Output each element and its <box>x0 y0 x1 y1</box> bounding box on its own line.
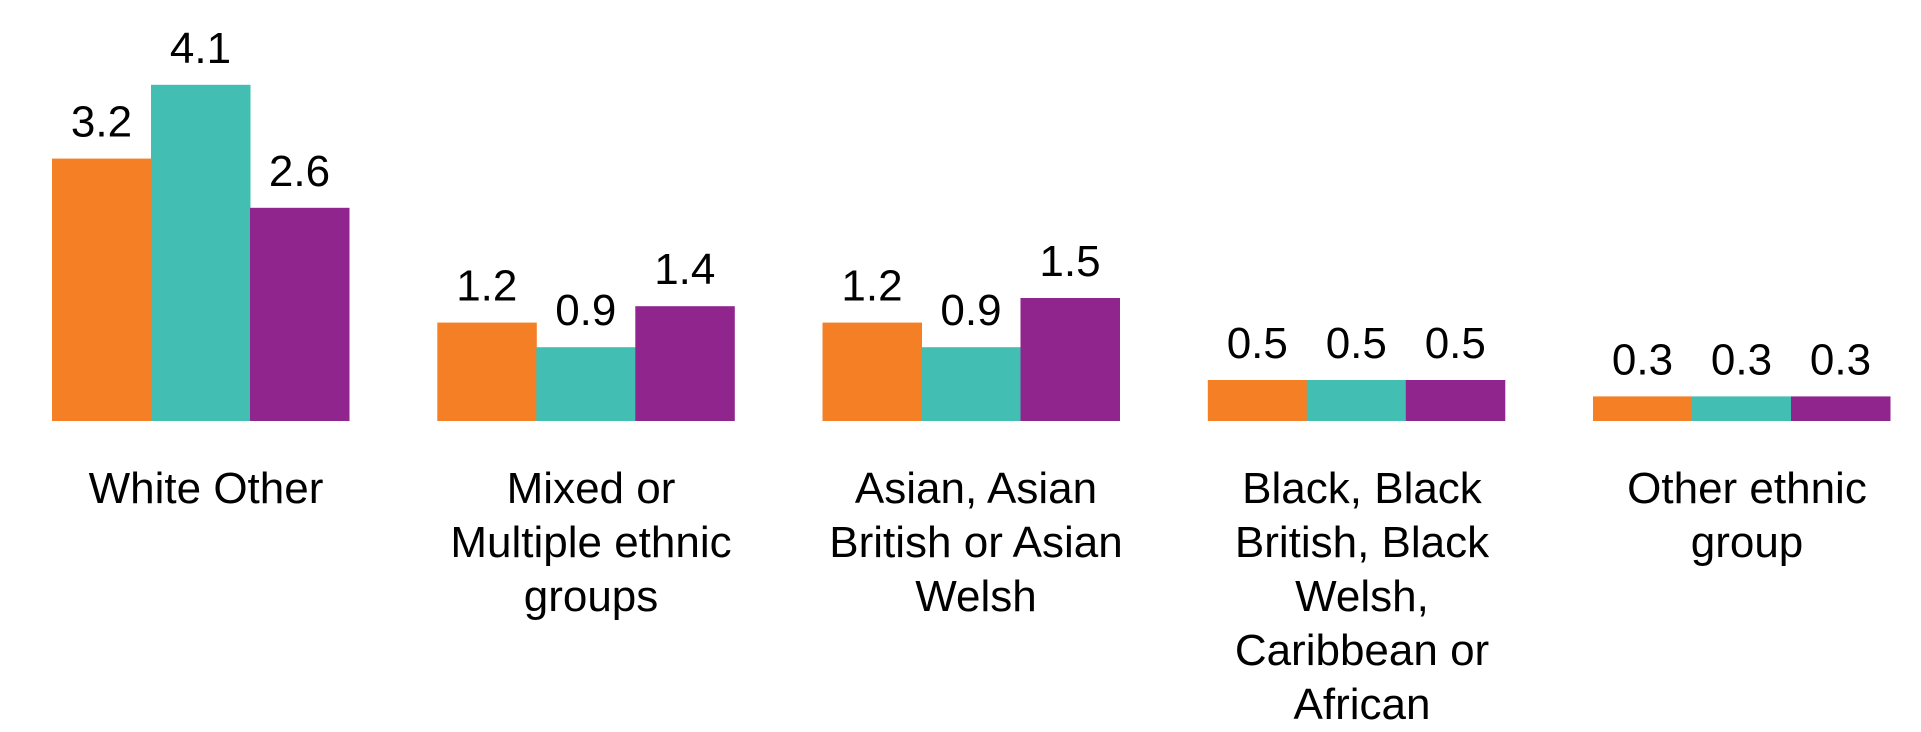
bar-series-1-0 <box>52 158 152 421</box>
data-label-series-2-4: 0.3 <box>1711 335 1772 384</box>
data-label-series-3-0: 2.6 <box>269 147 330 196</box>
data-label-series-3-4: 0.3 <box>1810 335 1871 384</box>
data-label-series-2-2: 0.9 <box>940 286 1001 335</box>
category-label-line: White Other <box>88 464 324 513</box>
category-label-line: Asian, Asian <box>854 464 1098 513</box>
data-label-series-1-0: 3.2 <box>71 98 132 147</box>
bar-series-2-3 <box>1306 380 1407 421</box>
category-label-line: British or Asian <box>829 518 1123 567</box>
category-label-mixed: Mixed or Multiple ethnic groups <box>426 462 756 624</box>
category-label-black: Black, Black British, Black Welsh, Carib… <box>1197 462 1527 732</box>
category-label-line: group <box>1690 518 1804 567</box>
category-label-line: Multiple ethnic <box>450 518 732 567</box>
bar-series-3-1 <box>635 306 735 421</box>
data-label-series-2-1: 0.9 <box>555 286 616 335</box>
category-label-line: Mixed or <box>506 464 676 513</box>
category-label-asian: Asian, Asian British or Asian Welsh <box>811 462 1141 624</box>
bar-series-2-4 <box>1692 396 1792 421</box>
data-label-series-1-2: 1.2 <box>841 262 902 311</box>
category-label-line: British, Black <box>1234 518 1490 567</box>
data-label-series-1-1: 1.2 <box>456 262 517 311</box>
category-label-line: groups <box>523 572 659 621</box>
bar-series-3-0 <box>250 207 350 421</box>
data-label-series-3-2: 1.5 <box>1039 237 1100 286</box>
data-label-series-3-1: 1.4 <box>654 245 715 294</box>
category-label-line: Welsh <box>915 572 1037 621</box>
category-label-white-other: White Other <box>41 462 371 516</box>
category-label-other: Other ethnic group <box>1582 462 1912 570</box>
bar-series-1-1 <box>437 322 537 421</box>
bar-series-3-3 <box>1405 380 1506 421</box>
category-label-line: Black, Black <box>1242 464 1482 513</box>
bar-series-2-1 <box>536 347 636 421</box>
bar-series-1-3 <box>1207 380 1308 421</box>
bar-series-1-4 <box>1593 396 1693 421</box>
category-label-line: Welsh, <box>1295 572 1429 621</box>
category-label-line: African <box>1293 680 1431 729</box>
bar-series-3-4 <box>1791 396 1891 421</box>
data-label-series-2-3: 0.5 <box>1326 319 1387 368</box>
bar-series-3-2 <box>1020 298 1120 421</box>
data-label-series-1-3: 0.5 <box>1227 319 1288 368</box>
bar-series-2-0 <box>151 84 251 422</box>
bar-series-2-2 <box>921 347 1021 421</box>
data-label-series-3-3: 0.5 <box>1425 319 1486 368</box>
category-label-line: Caribbean or <box>1234 626 1490 675</box>
bar-series-1-2 <box>822 322 922 421</box>
category-label-line: Other ethnic <box>1627 464 1867 513</box>
data-label-series-2-0: 4.1 <box>170 24 231 73</box>
data-label-series-1-4: 0.3 <box>1612 335 1673 384</box>
